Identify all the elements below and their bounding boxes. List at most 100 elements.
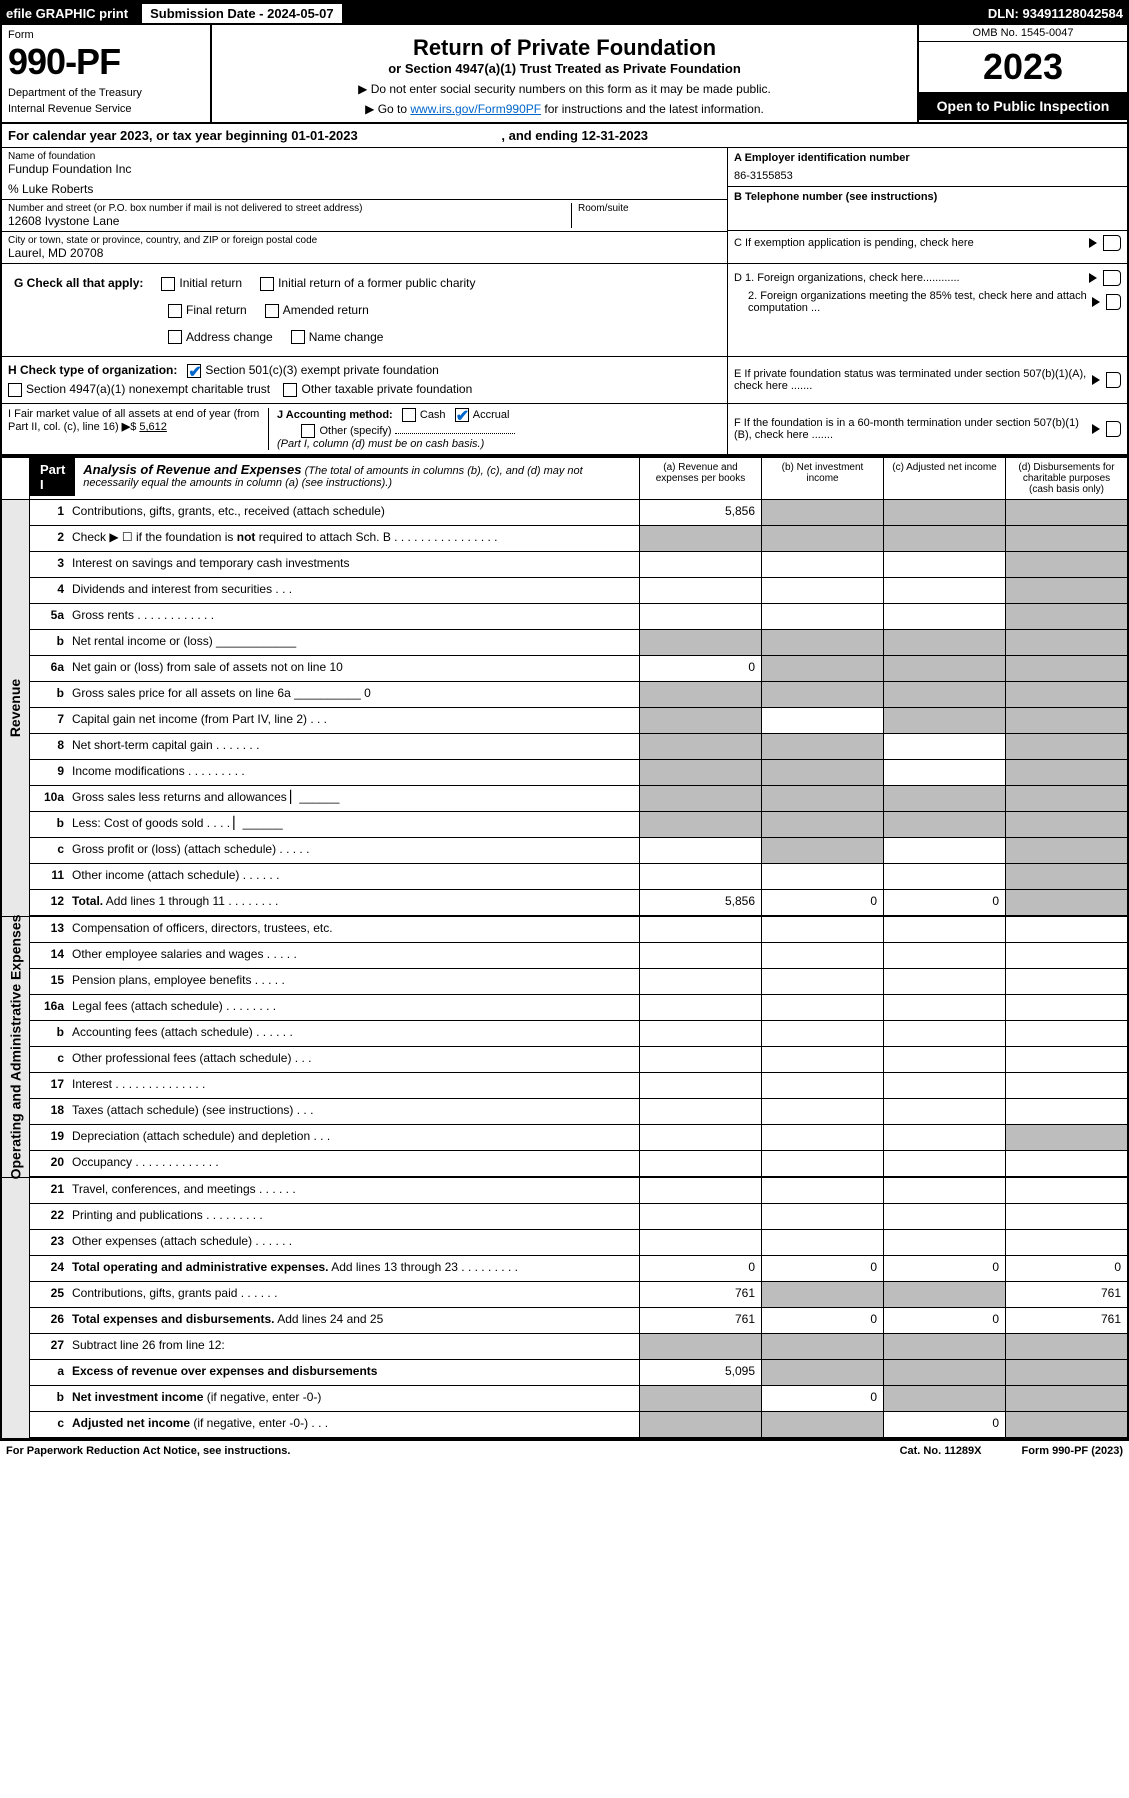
col-c	[883, 1151, 1005, 1176]
col-c	[883, 760, 1005, 785]
c-checkbox[interactable]	[1103, 235, 1121, 251]
col-a	[639, 1412, 761, 1437]
h-check-0[interactable]	[187, 364, 201, 378]
part1-label: Part I	[30, 458, 75, 496]
g-check-2[interactable]	[168, 304, 182, 318]
col-c	[883, 1204, 1005, 1229]
c-label: C If exemption application is pending, c…	[734, 237, 974, 249]
row-desc: Subtract line 26 from line 12:	[68, 1334, 639, 1359]
col-d	[1005, 1073, 1127, 1098]
j-label: J Accounting method:	[277, 409, 393, 421]
col-b	[761, 786, 883, 811]
e-checkbox[interactable]	[1106, 372, 1121, 388]
d2-checkbox[interactable]	[1106, 294, 1121, 310]
h-row-1: H Check type of organization: Section 50…	[8, 363, 721, 378]
row-num: 14	[30, 943, 68, 968]
table-row: cOther professional fees (attach schedul…	[30, 1047, 1127, 1073]
row-desc: Other income (attach schedule) . . . . .…	[68, 864, 639, 889]
col-c: 0	[883, 1256, 1005, 1281]
spacer	[2, 1178, 30, 1438]
g-opt-3: Amended return	[283, 303, 369, 317]
d1-checkbox[interactable]	[1103, 270, 1121, 286]
info-left: Name of foundation Fundup Foundation Inc…	[2, 148, 727, 263]
row-num: 10a	[30, 786, 68, 811]
col-a	[639, 838, 761, 863]
row-desc: Adjusted net income (if negative, enter …	[68, 1412, 639, 1437]
f-label: F If the foundation is in a 60-month ter…	[734, 417, 1092, 441]
g-check-4[interactable]	[168, 330, 182, 344]
h-check-1[interactable]	[8, 383, 22, 397]
g-check-0[interactable]	[161, 277, 175, 291]
col-d	[1005, 1230, 1127, 1255]
name-label: Name of foundation	[8, 151, 721, 162]
row-num: 7	[30, 708, 68, 733]
col-c	[883, 1386, 1005, 1411]
row-num: 16a	[30, 995, 68, 1020]
col-a	[639, 1386, 761, 1411]
col-d	[1005, 552, 1127, 577]
col-a	[639, 760, 761, 785]
row-desc: Net short-term capital gain . . . . . . …	[68, 734, 639, 759]
row-desc: Dividends and interest from securities .…	[68, 578, 639, 603]
col-a	[639, 1073, 761, 1098]
table-row: 12Total. Add lines 1 through 11 . . . . …	[30, 890, 1127, 916]
col-a	[639, 682, 761, 707]
g-check-1[interactable]	[260, 277, 274, 291]
col-b: 0	[761, 1386, 883, 1411]
tax-year: 2023	[919, 42, 1127, 92]
cal-pre: For calendar year 2023, or tax year begi…	[8, 128, 291, 143]
form-subtitle: or Section 4947(a)(1) Trust Treated as P…	[222, 61, 907, 76]
row-desc: Income modifications . . . . . . . . .	[68, 760, 639, 785]
row-num: b	[30, 1386, 68, 1411]
col-b	[761, 1047, 883, 1072]
table-row: 13Compensation of officers, directors, t…	[30, 917, 1127, 943]
part1-bar: Part I Analysis of Revenue and Expenses …	[30, 458, 639, 496]
col-d	[1005, 943, 1127, 968]
table-row: bNet investment income (if negative, ent…	[30, 1386, 1127, 1412]
row-desc: Gross profit or (loss) (attach schedule)…	[68, 838, 639, 863]
col-b	[761, 656, 883, 681]
expenses-section: Operating and Administrative Expenses13C…	[2, 916, 1127, 1177]
table-row: 3Interest on savings and temporary cash …	[30, 552, 1127, 578]
phone-label: B Telephone number (see instructions)	[734, 191, 937, 203]
row-desc: Contributions, gifts, grants, etc., rece…	[68, 500, 639, 525]
table-row: 18Taxes (attach schedule) (see instructi…	[30, 1099, 1127, 1125]
note2-post: for instructions and the latest informat…	[541, 102, 764, 116]
city-cell: City or town, state or province, country…	[2, 232, 727, 263]
row-num: 1	[30, 500, 68, 525]
j-check-0[interactable]	[402, 408, 416, 422]
city: Laurel, MD 20708	[8, 246, 721, 260]
d1-label: D 1. Foreign organizations, check here..…	[734, 272, 960, 284]
table-row: bGross sales price for all assets on lin…	[30, 682, 1127, 708]
header-right: OMB No. 1545-0047 2023 Open to Public In…	[917, 25, 1127, 122]
table-row: cGross profit or (loss) (attach schedule…	[30, 838, 1127, 864]
f-checkbox[interactable]	[1106, 421, 1121, 437]
j-check-1[interactable]	[455, 408, 469, 422]
g-opt-4: Address change	[186, 330, 273, 344]
row-desc: Contributions, gifts, grants paid . . . …	[68, 1282, 639, 1307]
address: 12608 Ivystone Lane	[8, 214, 571, 228]
ij-row: I Fair market value of all assets at end…	[2, 404, 1127, 456]
col-c	[883, 917, 1005, 942]
instructions-link[interactable]: www.irs.gov/Form990PF	[410, 102, 541, 116]
col-d	[1005, 1204, 1127, 1229]
g-check-3[interactable]	[265, 304, 279, 318]
revenue-section: Revenue1Contributions, gifts, grants, et…	[2, 500, 1127, 916]
j-check-2[interactable]	[301, 424, 315, 438]
h-opt-2: Other taxable private foundation	[301, 382, 472, 396]
h-check-2[interactable]	[283, 383, 297, 397]
g-check-5[interactable]	[291, 330, 305, 344]
col-a	[639, 1125, 761, 1150]
addr-cell: Number and street (or P.O. box number if…	[2, 200, 727, 232]
table-row: bNet rental income or (loss) ___________…	[30, 630, 1127, 656]
col-d	[1005, 526, 1127, 551]
row-num: b	[30, 812, 68, 837]
row-desc: Net investment income (if negative, ente…	[68, 1386, 639, 1411]
row-desc: Compensation of officers, directors, tru…	[68, 917, 639, 942]
col-b: 0	[761, 890, 883, 915]
col-b	[761, 1334, 883, 1359]
col-a: 5,095	[639, 1360, 761, 1385]
table-row: 17Interest . . . . . . . . . . . . . .	[30, 1073, 1127, 1099]
table-row: 14Other employee salaries and wages . . …	[30, 943, 1127, 969]
row-num: 22	[30, 1204, 68, 1229]
